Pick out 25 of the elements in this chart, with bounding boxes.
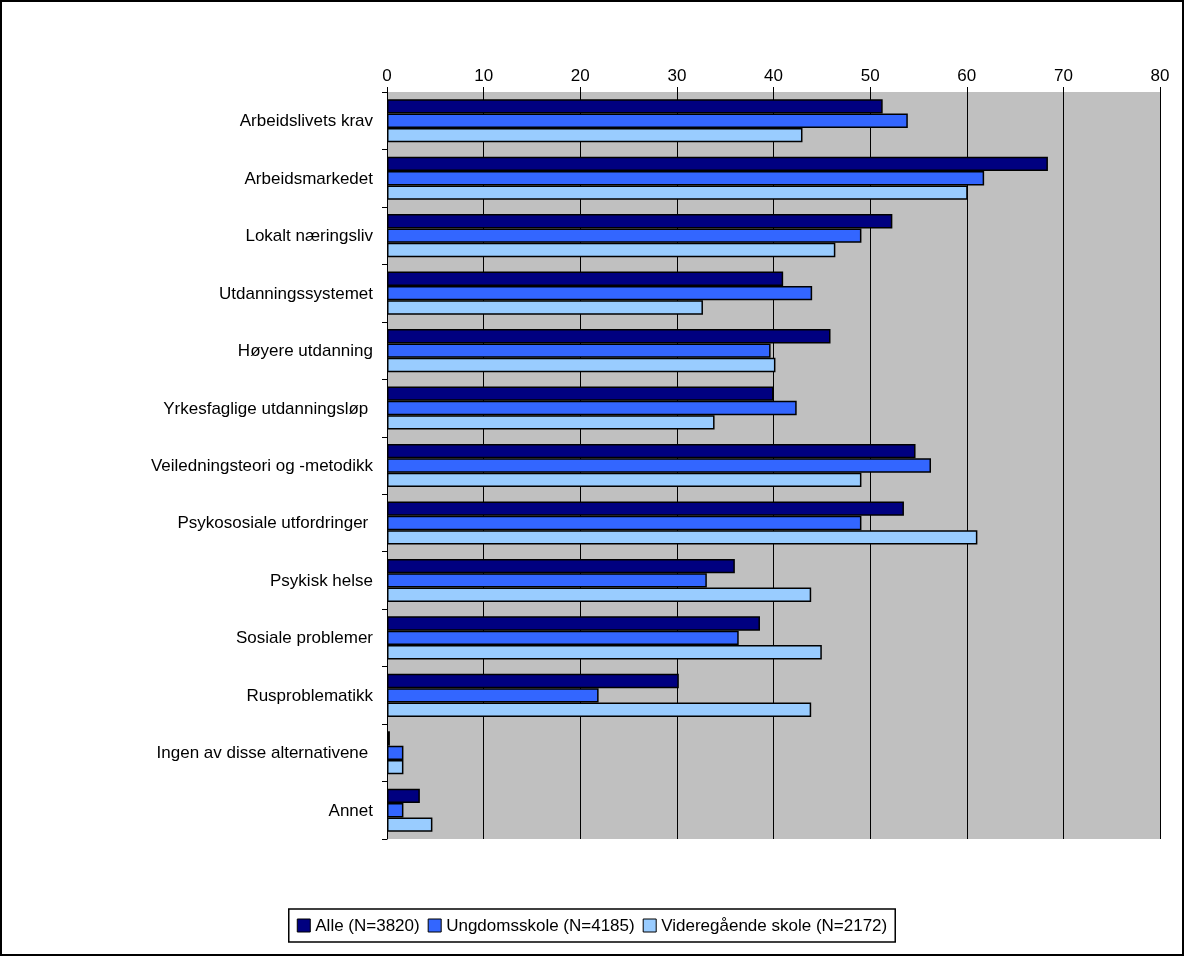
y-tick-label: Utdanningssystemet [218,283,374,303]
y-tick-label: Rusproblematikk [246,685,374,705]
y-tick-label: Sosiale problemer [235,628,374,648]
y-tick-label: Arbeidslivets krav [239,111,374,131]
x-tick-label: 70 [1053,66,1073,85]
y-tick-label: Lokalt næringsliv [245,226,374,246]
x-tick-label: 40 [764,66,783,85]
x-tick-label: 50 [860,66,880,85]
x-tick-label: 0 [382,66,392,85]
legend-label: Alle (N=3820) [315,916,420,935]
x-tick-label: 30 [667,66,687,85]
x-tick-label: 80 [1150,66,1170,85]
x-tick-label: 60 [957,66,977,85]
y-tick-label: Psykososiale utfordringer [177,513,373,533]
legend-label: Ungdomsskole (N=4185) [446,916,635,935]
y-tick-label: Yrkesfaglige utdanningsløp [163,398,373,418]
y-tick-label: Arbeidsmarkedet [244,168,374,188]
legend-label: Videregående skole (N=2172) [661,916,888,935]
y-tick-label: Psykisk helse [270,570,373,590]
x-tick-label: 20 [570,66,590,85]
x-tick-label: 10 [474,66,494,85]
y-tick-label: Veiledningsteori og -metodikk [150,456,374,475]
y-tick-label: Ingen av disse alternativene [156,743,373,763]
y-tick-label: Annet [328,800,374,820]
y-tick-label: Høyere utdanning [237,341,373,361]
